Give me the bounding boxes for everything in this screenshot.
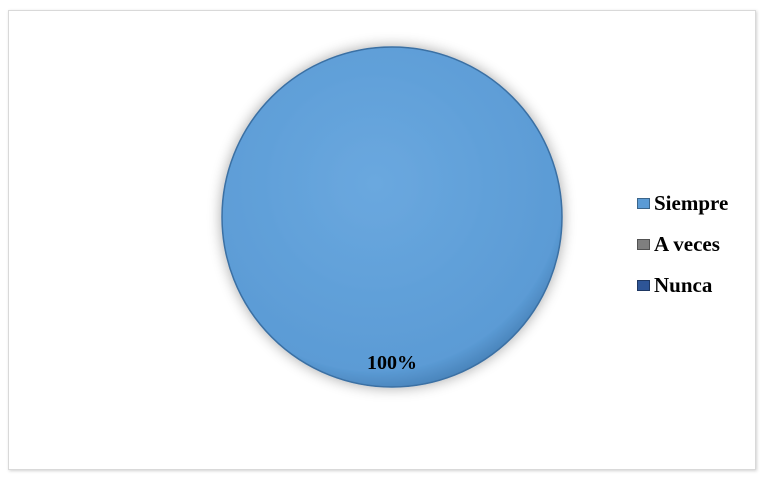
legend-item-a-veces: A veces (637, 224, 728, 265)
pie-data-labels: 100% (367, 352, 417, 374)
pie-slices (221, 46, 563, 388)
legend-item-nunca: Nunca (637, 265, 728, 306)
legend-swatch-a-veces (637, 239, 650, 250)
legend-swatch-siempre (637, 198, 650, 209)
pie-chart: 100% (221, 46, 563, 388)
legend-label-siempre: Siempre (654, 191, 729, 215)
data-label-siempre: 100% (367, 352, 417, 374)
chart-area: 100% Siempre A veces Nunca (8, 10, 756, 470)
pie-slice-siempre (221, 46, 563, 388)
legend-label-a-veces: A veces (654, 232, 720, 256)
legend-label-nunca: Nunca (654, 273, 713, 297)
legend-swatch-nunca (637, 280, 650, 291)
legend-item-siempre: Siempre (637, 183, 728, 224)
legend: Siempre A veces Nunca (637, 183, 728, 306)
